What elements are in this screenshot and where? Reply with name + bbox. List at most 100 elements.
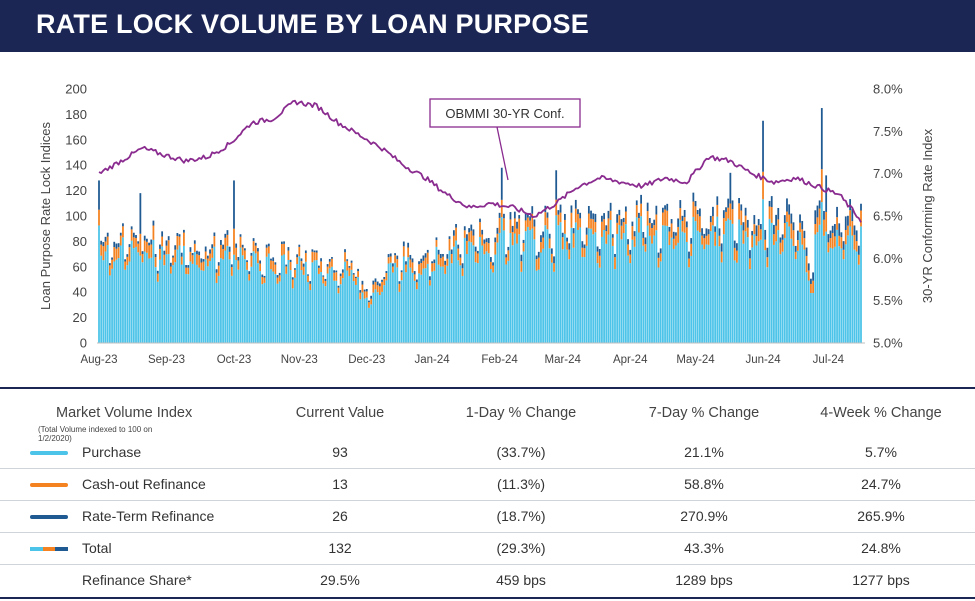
bar-purchase (500, 217, 503, 343)
bar-cashout (209, 253, 211, 262)
bar-cashout (540, 242, 542, 253)
bar-purchase (169, 273, 172, 343)
bar-purchase (220, 258, 222, 343)
bar-cashout (729, 203, 732, 221)
bar-cashout (609, 210, 612, 221)
bar-purchase (505, 264, 508, 343)
bar-cashout (716, 204, 719, 217)
bar-rateterm (792, 222, 795, 231)
bar-purchase (503, 230, 505, 343)
bar-rateterm (757, 219, 760, 226)
bar-cashout (344, 252, 346, 262)
bar-purchase (513, 233, 516, 343)
bar-rateterm (794, 245, 797, 252)
bar-purchase (444, 273, 447, 343)
bar-rateterm (104, 236, 107, 242)
bar-purchase (331, 266, 333, 343)
bar-rateterm (642, 232, 645, 238)
bar-rateterm (611, 234, 614, 238)
bar-purchase (135, 246, 137, 343)
y-tick-label: 160 (65, 132, 87, 147)
bar-cashout (298, 246, 301, 257)
bar-purchase (827, 252, 830, 343)
bar-cashout (596, 251, 599, 264)
bar-rateterm (98, 180, 100, 210)
bar-purchase (783, 237, 786, 343)
bar-cashout (829, 238, 832, 248)
bar-rateterm (524, 213, 527, 221)
bar-cashout (792, 230, 795, 246)
bar-rateterm (261, 274, 264, 278)
bar-rateterm (559, 204, 562, 213)
bar-cashout (222, 249, 224, 260)
bar-purchase (237, 269, 240, 343)
bar-purchase (855, 251, 858, 343)
x-tick-label: Jul-24 (813, 354, 845, 366)
bar-cashout (500, 199, 503, 218)
bar-purchase (550, 262, 553, 343)
bar-rateterm (749, 250, 751, 259)
bar-rateterm (570, 205, 573, 213)
bar-rateterm (690, 238, 693, 244)
bar-rateterm (124, 259, 127, 262)
bar-purchase (226, 245, 229, 343)
bar-purchase (239, 247, 242, 343)
row-current-value: 26 (332, 508, 348, 524)
bar-rateterm (840, 232, 843, 238)
bar-rateterm (548, 233, 551, 239)
bar-cashout (422, 260, 425, 269)
x-tick-label: Mar-24 (545, 354, 582, 366)
bar-cashout (415, 282, 418, 290)
bar-cashout (805, 255, 808, 273)
bar-purchase (172, 265, 174, 343)
bar-cashout (355, 278, 357, 285)
bar-cashout (220, 244, 222, 259)
bar-rateterm (318, 265, 320, 268)
bar-rateterm (831, 225, 834, 233)
bar-purchase (790, 238, 793, 343)
bar-rateterm (126, 254, 129, 257)
x-tick-label: Jun-24 (745, 354, 781, 366)
bar-cashout (675, 235, 677, 246)
bar-cashout (590, 218, 592, 229)
bar-rateterm (622, 217, 625, 222)
bar-rateterm (657, 252, 660, 258)
bar-cashout (398, 283, 401, 292)
bar-purchase (339, 284, 342, 343)
header-label: Market Volume Index (56, 405, 193, 421)
bar-purchase (749, 269, 751, 343)
bar-cashout (300, 261, 303, 271)
bar-purchase (561, 249, 564, 343)
bar-rateterm (270, 258, 272, 261)
bar-purchase (426, 263, 429, 343)
bar-purchase (276, 283, 279, 343)
bar-purchase (318, 273, 320, 343)
bar-purchase (180, 264, 183, 343)
bar-purchase (381, 291, 383, 343)
row-label: Rate-Term Refinance (82, 508, 215, 524)
bar-rateterm (633, 231, 636, 237)
bar-cashout (738, 203, 740, 220)
bar-cashout (387, 257, 390, 264)
bar-rateterm (590, 210, 592, 219)
bar-purchase (387, 263, 390, 343)
bar-cashout (154, 257, 157, 268)
table-row-rateterm: Rate-Term Refinance 26 (18.7%) 270.9% 26… (0, 501, 975, 533)
bar-cashout (831, 232, 834, 249)
header-4week-change: 4-Week % Change (820, 405, 942, 421)
bar-purchase (807, 280, 810, 343)
bar-cashout (685, 227, 688, 242)
bar-cashout (315, 252, 318, 261)
y-tick-label: 0 (80, 336, 87, 351)
bar-purchase (280, 255, 283, 343)
bar-purchase (799, 232, 801, 343)
bar-purchase (720, 262, 723, 343)
bar-rateterm (298, 244, 301, 247)
bar-purchase (307, 282, 309, 343)
bar-rateterm (372, 280, 375, 285)
bar-purchase (572, 247, 575, 343)
bar-rateterm (241, 244, 244, 248)
bar-purchase (148, 258, 150, 343)
bar-cashout (254, 245, 257, 254)
bar-cashout (376, 285, 379, 293)
